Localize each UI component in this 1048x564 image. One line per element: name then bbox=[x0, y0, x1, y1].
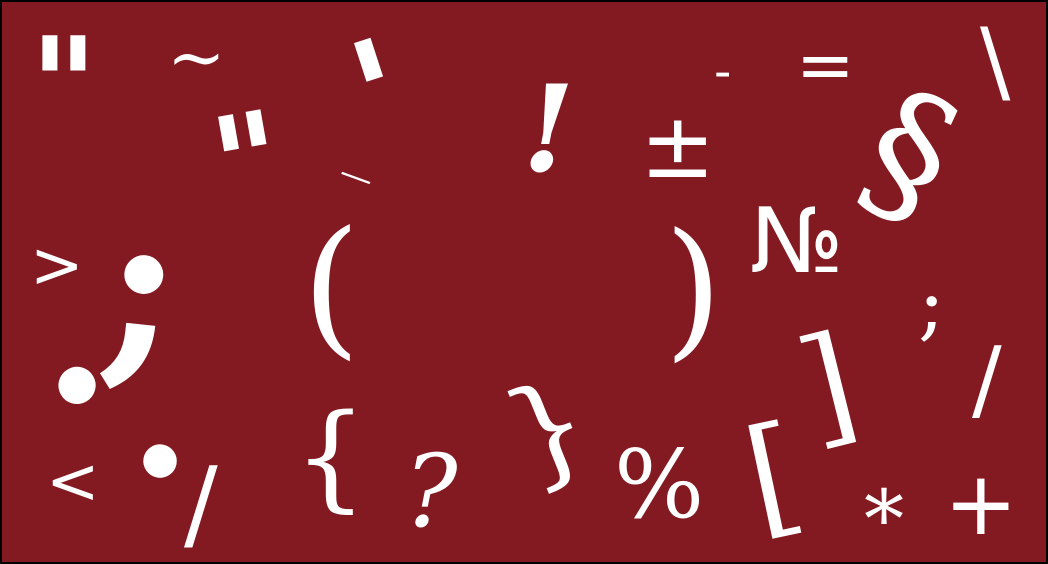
macron-dash-glyph: - bbox=[714, 44, 732, 100]
exclamation-glyph: ! bbox=[522, 59, 575, 200]
paren-left-glyph: ( bbox=[302, 200, 361, 374]
equals-glyph: = bbox=[796, 24, 855, 106]
backslash-glyph: \ bbox=[980, 9, 1011, 114]
quote-mid-glyph: " bbox=[201, 80, 295, 243]
greater-than-glyph: > bbox=[30, 229, 84, 303]
semicolon-small-glyph: ; bbox=[918, 257, 945, 350]
bracket-left-glyph: [ bbox=[732, 395, 814, 555]
paren-right-glyph: ) bbox=[664, 202, 723, 376]
less-than-glyph: < bbox=[46, 445, 100, 519]
section-glyph: § bbox=[834, 51, 986, 256]
quote-top-left-glyph: " bbox=[30, 8, 98, 161]
percent-glyph: % bbox=[614, 430, 705, 540]
brace-left-glyph: { bbox=[294, 390, 368, 524]
plus-glyph: + bbox=[944, 452, 1018, 555]
tilde-glyph: ~ bbox=[167, 16, 226, 98]
asterisk-glyph: * bbox=[864, 473, 904, 564]
numero-glyph: № bbox=[750, 189, 844, 294]
brace-right-glyph: } bbox=[486, 350, 610, 509]
question-glyph: ? bbox=[404, 433, 458, 550]
bracket-right-glyph: ] bbox=[784, 305, 871, 465]
plus-minus-glyph: ± bbox=[640, 94, 716, 199]
slash-right-glyph: / bbox=[972, 328, 1002, 431]
slash-bottom-glyph: / bbox=[184, 445, 218, 562]
